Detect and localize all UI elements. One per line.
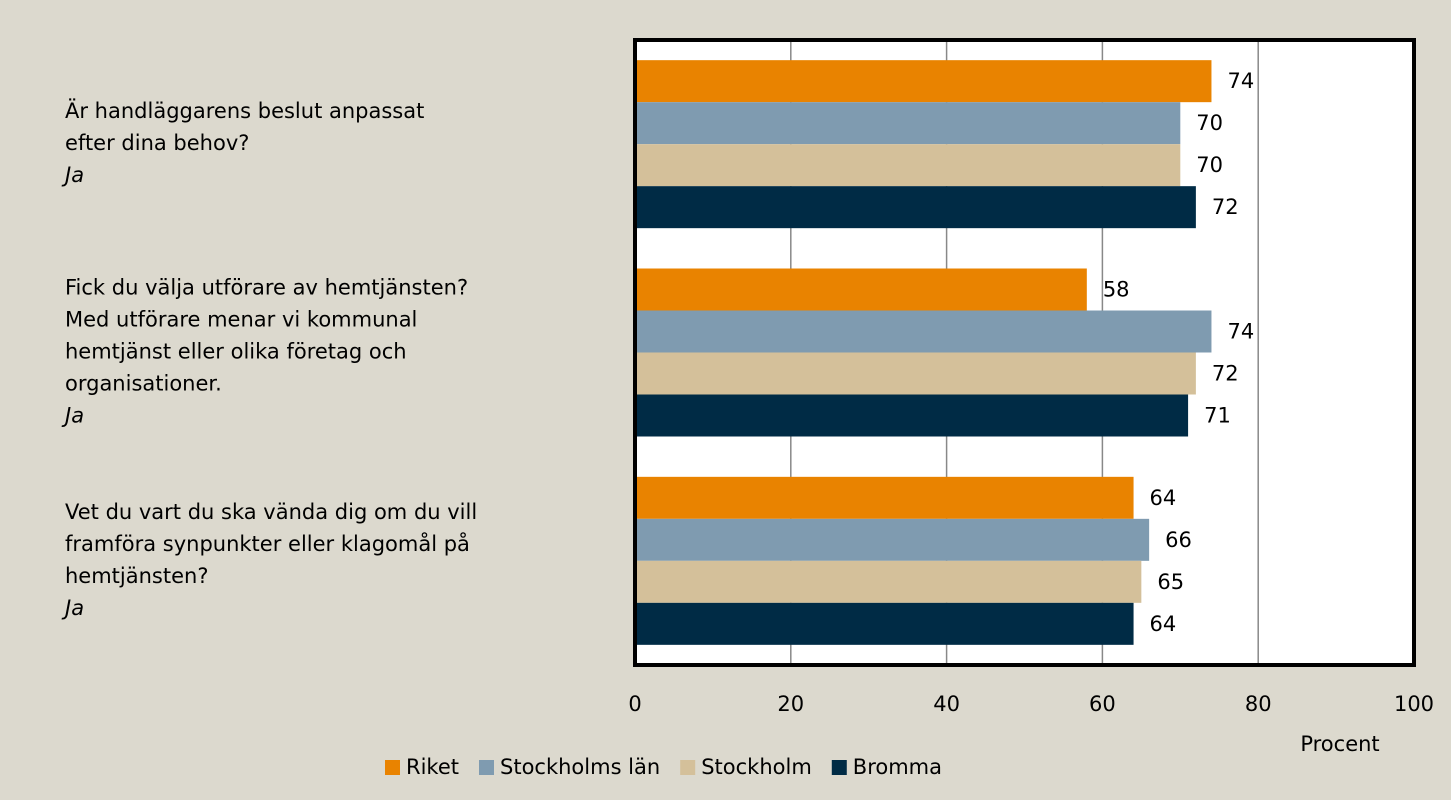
category-label: Är handläggarens beslut anpassat bbox=[65, 98, 424, 123]
value-label: 72 bbox=[1212, 195, 1239, 219]
bar bbox=[635, 310, 1212, 353]
bar bbox=[635, 60, 1212, 103]
bar bbox=[635, 144, 1181, 187]
x-axis-label: Procent bbox=[1300, 732, 1379, 756]
category-label: Vet du vart du ska vända dig om du vill bbox=[65, 500, 477, 524]
legend-swatch bbox=[479, 760, 494, 775]
value-label: 64 bbox=[1150, 612, 1177, 636]
legend-swatch bbox=[831, 760, 847, 775]
value-label: 74 bbox=[1227, 69, 1254, 93]
category-label: efter dina behov? bbox=[65, 131, 249, 155]
value-label: 70 bbox=[1196, 153, 1223, 177]
x-tick-label: 100 bbox=[1394, 692, 1434, 716]
bar bbox=[635, 102, 1181, 145]
legend-label: Stockholm bbox=[701, 755, 812, 779]
legend-label: Riket bbox=[406, 755, 459, 779]
value-label: 58 bbox=[1103, 278, 1130, 302]
bar bbox=[635, 560, 1142, 603]
category-answer: Ja bbox=[61, 404, 84, 428]
category-label: hemtjänsten? bbox=[65, 564, 208, 588]
bar bbox=[635, 268, 1087, 311]
value-label: 64 bbox=[1150, 486, 1177, 510]
category-answer: Ja bbox=[61, 163, 84, 187]
value-label: 66 bbox=[1165, 528, 1192, 552]
x-tick-label: 80 bbox=[1245, 692, 1272, 716]
category-label: organisationer. bbox=[65, 372, 222, 396]
value-label: 65 bbox=[1157, 570, 1184, 594]
bar bbox=[635, 352, 1196, 395]
bar bbox=[635, 186, 1196, 229]
value-label: 71 bbox=[1204, 404, 1231, 428]
value-label: 70 bbox=[1196, 111, 1223, 135]
legend-swatch bbox=[680, 760, 696, 775]
x-tick-label: 40 bbox=[933, 692, 960, 716]
category-answer: Ja bbox=[61, 596, 84, 620]
legend-swatch bbox=[385, 760, 400, 775]
bar bbox=[635, 394, 1189, 437]
legend-label: Stockholms län bbox=[500, 755, 660, 779]
bar bbox=[635, 518, 1150, 561]
bar bbox=[635, 476, 1134, 519]
value-label: 74 bbox=[1227, 320, 1254, 344]
category-label: Med utförare menar vi kommunal bbox=[65, 308, 417, 332]
bar bbox=[635, 602, 1134, 645]
category-label: framföra synpunkter eller klagomål på bbox=[65, 531, 470, 556]
value-label: 72 bbox=[1212, 362, 1239, 386]
marks bbox=[634, 40, 1415, 665]
x-tick-label: 20 bbox=[777, 692, 804, 716]
x-tick-label: 0 bbox=[628, 692, 641, 716]
category-label: hemtjänst eller olika företag och bbox=[65, 340, 407, 364]
plot-border bbox=[633, 38, 1416, 667]
category-label: Fick du välja utförare av hemtjänsten? bbox=[65, 276, 468, 300]
x-tick-label: 60 bbox=[1089, 692, 1116, 716]
legend-label: Bromma bbox=[853, 755, 942, 779]
